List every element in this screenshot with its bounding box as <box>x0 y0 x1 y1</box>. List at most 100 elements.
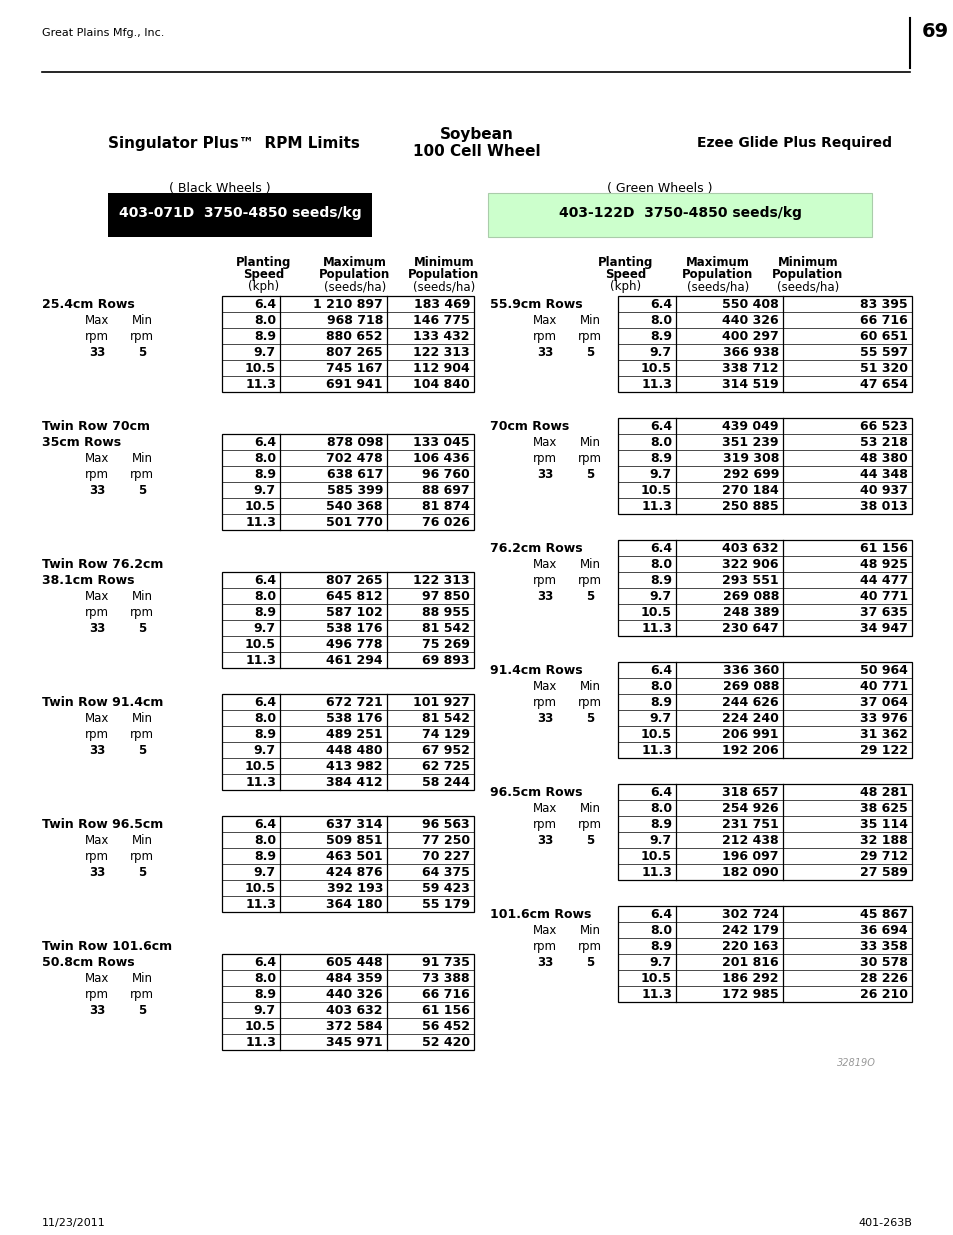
Text: 50 964: 50 964 <box>860 664 907 677</box>
Text: Max: Max <box>85 452 109 466</box>
Text: 6.4: 6.4 <box>253 574 275 587</box>
Text: rpm: rpm <box>85 606 109 619</box>
Text: rpm: rpm <box>130 606 153 619</box>
Text: rpm: rpm <box>533 452 557 466</box>
Text: 8.9: 8.9 <box>649 574 671 587</box>
Text: 9.7: 9.7 <box>253 866 275 879</box>
Text: 9.7: 9.7 <box>649 468 671 480</box>
Text: Speed: Speed <box>605 268 646 282</box>
Text: 67 952: 67 952 <box>421 743 470 757</box>
Text: Minimum: Minimum <box>414 256 474 269</box>
Text: Min: Min <box>578 436 599 450</box>
Text: Max: Max <box>533 314 557 327</box>
Text: 101.6cm Rows: 101.6cm Rows <box>490 908 591 921</box>
Text: 196 097: 196 097 <box>721 850 779 863</box>
Text: rpm: rpm <box>130 330 153 343</box>
Text: 702 478: 702 478 <box>326 452 382 466</box>
Text: 10.5: 10.5 <box>640 606 671 619</box>
Text: Max: Max <box>85 314 109 327</box>
Text: rpm: rpm <box>578 697 601 709</box>
Text: 83 395: 83 395 <box>860 298 907 311</box>
Text: Population: Population <box>772 268 842 282</box>
Text: Population: Population <box>681 268 753 282</box>
Text: 11.3: 11.3 <box>640 988 671 1002</box>
Text: 36 694: 36 694 <box>860 924 907 937</box>
Text: Max: Max <box>533 558 557 571</box>
Text: Max: Max <box>85 834 109 847</box>
Text: 10.5: 10.5 <box>245 638 275 651</box>
Text: 8.9: 8.9 <box>253 330 275 343</box>
Text: 8.9: 8.9 <box>253 468 275 480</box>
Text: 206 991: 206 991 <box>721 727 779 741</box>
Text: 8.0: 8.0 <box>649 802 671 815</box>
Text: 364 180: 364 180 <box>326 898 382 911</box>
Text: 6.4: 6.4 <box>649 785 671 799</box>
Text: 9.7: 9.7 <box>253 743 275 757</box>
Text: 8.9: 8.9 <box>253 988 275 1002</box>
Text: 96 563: 96 563 <box>422 818 470 831</box>
Text: Min: Min <box>132 452 152 466</box>
Text: 37 635: 37 635 <box>860 606 907 619</box>
Text: 269 088: 269 088 <box>721 680 779 693</box>
Text: 424 876: 424 876 <box>326 866 382 879</box>
Text: 10.5: 10.5 <box>640 972 671 986</box>
Text: 33: 33 <box>537 956 553 969</box>
Text: 10.5: 10.5 <box>245 760 275 773</box>
Text: 73 388: 73 388 <box>422 972 470 986</box>
Bar <box>618 296 911 391</box>
Text: Ezee Glide Plus Required: Ezee Glide Plus Required <box>697 136 892 149</box>
Text: Soybean: Soybean <box>439 127 514 142</box>
Bar <box>488 193 871 237</box>
Text: Max: Max <box>533 436 557 450</box>
Text: 9.7: 9.7 <box>253 1004 275 1016</box>
Text: 183 469: 183 469 <box>414 298 470 311</box>
Text: 605 448: 605 448 <box>326 956 382 969</box>
Text: 6.4: 6.4 <box>649 664 671 677</box>
Text: 372 584: 372 584 <box>326 1020 382 1032</box>
Text: rpm: rpm <box>130 850 153 863</box>
Text: 8.9: 8.9 <box>649 697 671 709</box>
Bar <box>222 953 474 1050</box>
Text: 77 250: 77 250 <box>421 834 470 847</box>
Text: 47 654: 47 654 <box>859 378 907 391</box>
Text: ( Green Wheels ): ( Green Wheels ) <box>607 182 712 195</box>
Text: 8.0: 8.0 <box>649 924 671 937</box>
Text: 70 227: 70 227 <box>421 850 470 863</box>
Text: (kph): (kph) <box>248 280 279 293</box>
Text: rpm: rpm <box>130 468 153 480</box>
Text: 440 326: 440 326 <box>721 314 779 327</box>
Text: 55 179: 55 179 <box>421 898 470 911</box>
Text: 122 313: 122 313 <box>413 574 470 587</box>
Text: 112 904: 112 904 <box>413 362 470 375</box>
Text: Min: Min <box>132 713 152 725</box>
Text: 242 179: 242 179 <box>721 924 779 937</box>
Text: Min: Min <box>132 972 152 986</box>
Text: 10.5: 10.5 <box>640 727 671 741</box>
Text: 8.9: 8.9 <box>649 452 671 466</box>
Text: 293 551: 293 551 <box>721 574 779 587</box>
Text: 97 850: 97 850 <box>421 590 470 603</box>
Text: 81 542: 81 542 <box>421 713 470 725</box>
Text: (seeds/ha): (seeds/ha) <box>413 280 475 293</box>
Text: 33: 33 <box>89 484 105 496</box>
Text: 231 751: 231 751 <box>721 818 779 831</box>
Text: 33: 33 <box>537 834 553 847</box>
Text: 270 184: 270 184 <box>721 484 779 496</box>
Text: 106 436: 106 436 <box>413 452 470 466</box>
Text: 50.8cm Rows: 50.8cm Rows <box>42 956 134 969</box>
Text: 638 617: 638 617 <box>326 468 382 480</box>
Text: 61 156: 61 156 <box>421 1004 470 1016</box>
Text: Max: Max <box>85 590 109 603</box>
Text: 6.4: 6.4 <box>649 542 671 555</box>
Text: 51 320: 51 320 <box>859 362 907 375</box>
Text: 40 771: 40 771 <box>859 680 907 693</box>
Text: 345 971: 345 971 <box>326 1036 382 1049</box>
Text: 146 775: 146 775 <box>413 314 470 327</box>
Text: 5: 5 <box>585 590 594 603</box>
Text: 6.4: 6.4 <box>253 956 275 969</box>
Text: 133 045: 133 045 <box>413 436 470 450</box>
Text: rpm: rpm <box>533 697 557 709</box>
Text: 496 778: 496 778 <box>326 638 382 651</box>
Text: 220 163: 220 163 <box>721 940 779 953</box>
Text: 56 452: 56 452 <box>421 1020 470 1032</box>
